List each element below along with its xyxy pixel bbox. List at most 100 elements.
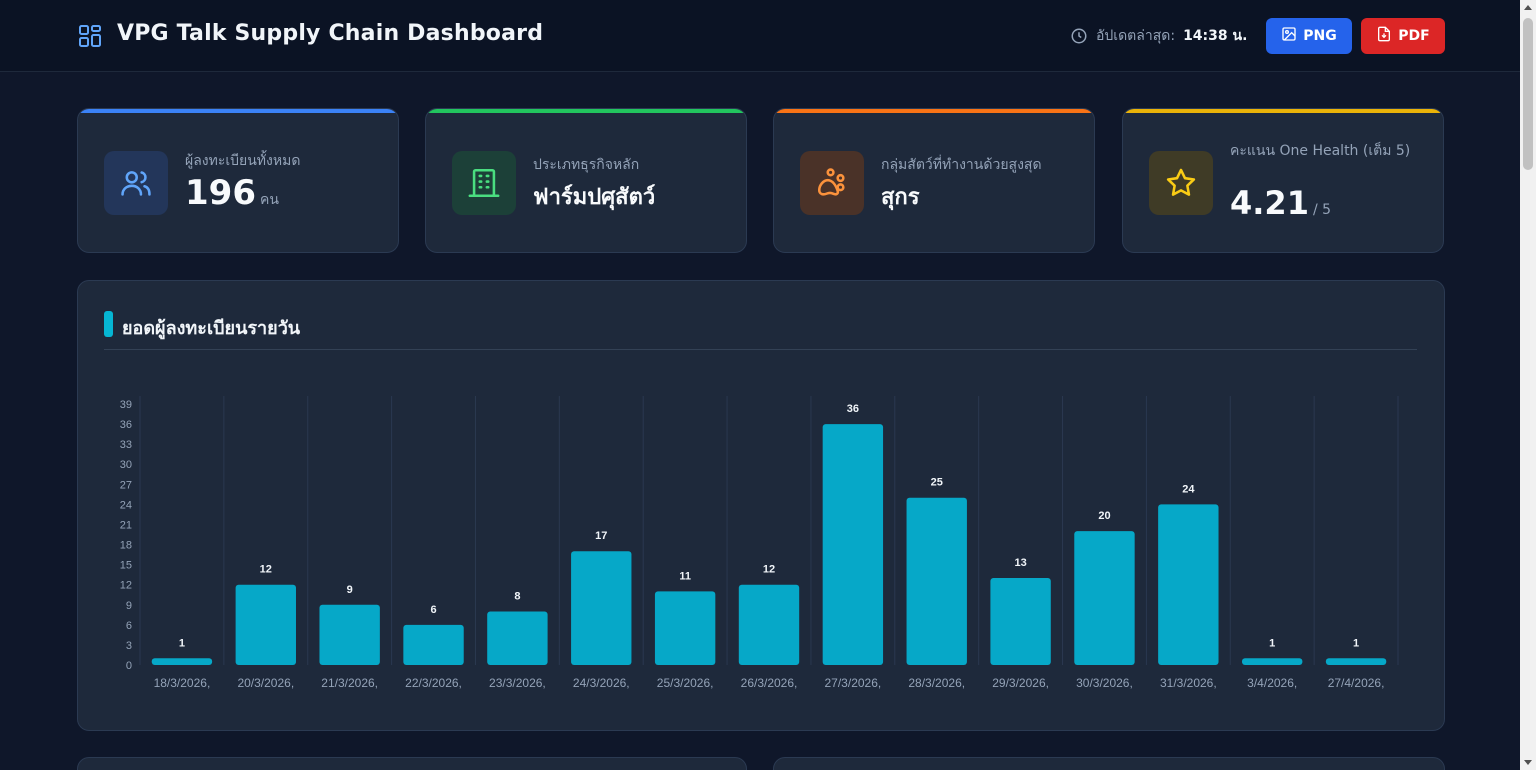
y-tick-label: 21 <box>120 519 132 531</box>
last-updated: อัปเดตล่าสุด: 14:38 น. <box>1070 25 1247 47</box>
png-label: PNG <box>1303 28 1337 44</box>
bar-data-label: 36 <box>847 403 859 415</box>
x-tick-label: 25/3/2026, <box>657 676 714 690</box>
y-tick-label: 24 <box>120 499 132 511</box>
panel-title: ยอดผู้ลงทะเบียนรายวัน <box>122 318 301 339</box>
export-png-button[interactable]: PNG <box>1266 18 1352 54</box>
card-label: ผู้ลงทะเบียนทั้งหมด <box>185 153 301 169</box>
bar <box>571 551 632 665</box>
card-total-registrants: ผู้ลงทะเบียนทั้งหมด 196 คน <box>77 108 399 253</box>
x-tick-label: 28/3/2026, <box>908 676 965 690</box>
updated-label: อัปเดตล่าสุด: <box>1096 28 1176 44</box>
bar <box>906 497 967 665</box>
y-tick-label: 27 <box>120 479 132 491</box>
top-header: VPG Talk Supply Chain Dashboard อัปเดตล่… <box>0 0 1520 72</box>
x-tick-label: 29/3/2026, <box>992 676 1049 690</box>
card-value: สุกร <box>881 185 920 210</box>
bar-data-label: 8 <box>514 590 520 602</box>
bar <box>1242 658 1303 665</box>
grid-icon <box>78 24 102 48</box>
bar <box>1074 531 1135 665</box>
x-tick-label: 24/3/2026, <box>573 676 630 690</box>
clock-icon <box>1070 27 1088 45</box>
card-value-number: 196 <box>185 173 256 213</box>
y-tick-label: 33 <box>120 439 132 451</box>
bar-data-label: 1 <box>179 637 185 649</box>
scroll-up-arrow[interactable] <box>1524 5 1532 10</box>
file-download-icon <box>1376 26 1392 46</box>
bar <box>1158 504 1219 665</box>
bar <box>990 578 1051 665</box>
x-tick-label: 22/3/2026, <box>405 676 462 690</box>
bar <box>151 658 213 665</box>
x-tick-label: 20/3/2026, <box>237 676 294 690</box>
building-icon <box>452 151 516 215</box>
bar-data-label: 9 <box>347 584 353 596</box>
bar-data-label: 12 <box>260 564 272 576</box>
y-tick-label: 3 <box>126 640 132 652</box>
bar-data-label: 24 <box>1182 483 1195 495</box>
card-value: 4.21/ 5 <box>1230 184 1331 222</box>
card-unit: คน <box>259 192 279 208</box>
panel-divider <box>104 349 1417 350</box>
bar <box>822 424 884 665</box>
export-pdf-button[interactable]: PDF <box>1361 18 1445 54</box>
bar <box>1325 658 1387 665</box>
bar-data-label: 25 <box>931 477 943 489</box>
bar-data-label: 17 <box>595 530 607 542</box>
app-title: VPG Talk Supply Chain Dashboard <box>117 21 544 46</box>
y-tick-label: 12 <box>120 580 132 592</box>
panel-accent-bar <box>104 311 113 337</box>
x-tick-label: 18/3/2026, <box>154 676 211 690</box>
bar-data-label: 1 <box>1269 637 1275 649</box>
bar-data-label: 12 <box>763 564 775 576</box>
bar <box>235 584 296 665</box>
card-one-health-score: คะแนน One Health (เต็ม 5) 4.21/ 5 <box>1122 108 1444 253</box>
bar <box>654 591 716 665</box>
bar-data-label: 6 <box>430 604 436 616</box>
y-tick-label: 30 <box>120 459 132 471</box>
bar-data-label: 20 <box>1098 510 1110 522</box>
scroll-thumb[interactable] <box>1523 18 1533 170</box>
x-tick-label: 31/3/2026, <box>1160 676 1217 690</box>
x-tick-label: 26/3/2026, <box>741 676 798 690</box>
card-unit: / 5 <box>1312 202 1332 218</box>
card-value: 196 คน <box>185 173 279 213</box>
x-tick-label: 30/3/2026, <box>1076 676 1133 690</box>
bar-data-label: 11 <box>679 570 691 582</box>
card-main-business: ประเภทธุรกิจหลัก ฟาร์มปศุสัตว์ <box>425 108 747 253</box>
bar-data-label: 13 <box>1014 557 1026 569</box>
card-label: ประเภทธุรกิจหลัก <box>533 157 640 173</box>
pdf-label: PDF <box>1398 28 1430 44</box>
bar <box>403 624 464 665</box>
y-tick-label: 15 <box>120 560 132 572</box>
card-top-animal-group: กลุ่มสัตว์ที่ทำงานด้วยสูงสุด สุกร <box>773 108 1095 253</box>
y-tick-label: 0 <box>126 660 132 672</box>
scroll-down-arrow[interactable] <box>1524 760 1532 765</box>
bottom-panel-left <box>77 757 747 770</box>
bar <box>738 584 800 665</box>
paw-icon <box>800 151 864 215</box>
card-value: ฟาร์มปศุสัตว์ <box>533 185 656 210</box>
x-tick-label: 21/3/2026, <box>321 676 378 690</box>
bottom-panel-right <box>773 757 1445 770</box>
page-scrollbar[interactable] <box>1520 0 1536 770</box>
x-tick-label: 23/3/2026, <box>489 676 546 690</box>
card-value-number: 4.21 <box>1230 184 1309 222</box>
daily-registrations-panel: ยอดผู้ลงทะเบียนรายวัน 0 3 6 9 12 15 18 21 24 27 30… <box>77 280 1445 731</box>
y-tick-label: 36 <box>120 419 132 431</box>
y-tick-label: 9 <box>126 600 132 612</box>
bar-data-label: 1 <box>1353 637 1359 649</box>
card-label: คะแนน One Health (เต็ม 5) <box>1230 143 1411 159</box>
star-icon <box>1149 151 1213 215</box>
image-icon <box>1281 26 1297 46</box>
x-tick-label: 27/4/2026, <box>1328 676 1385 690</box>
y-tick-label: 39 <box>120 399 132 411</box>
daily-registrations-chart: 036912151821242730333639118/3/2026,1220/… <box>120 396 1399 690</box>
bar <box>319 604 380 665</box>
y-tick-label: 6 <box>126 620 132 632</box>
updated-time: 14:38 น. <box>1183 28 1248 44</box>
x-tick-label: 27/3/2026, <box>825 676 882 690</box>
x-tick-label: 3/4/2026, <box>1247 676 1297 690</box>
y-tick-label: 18 <box>120 540 132 552</box>
